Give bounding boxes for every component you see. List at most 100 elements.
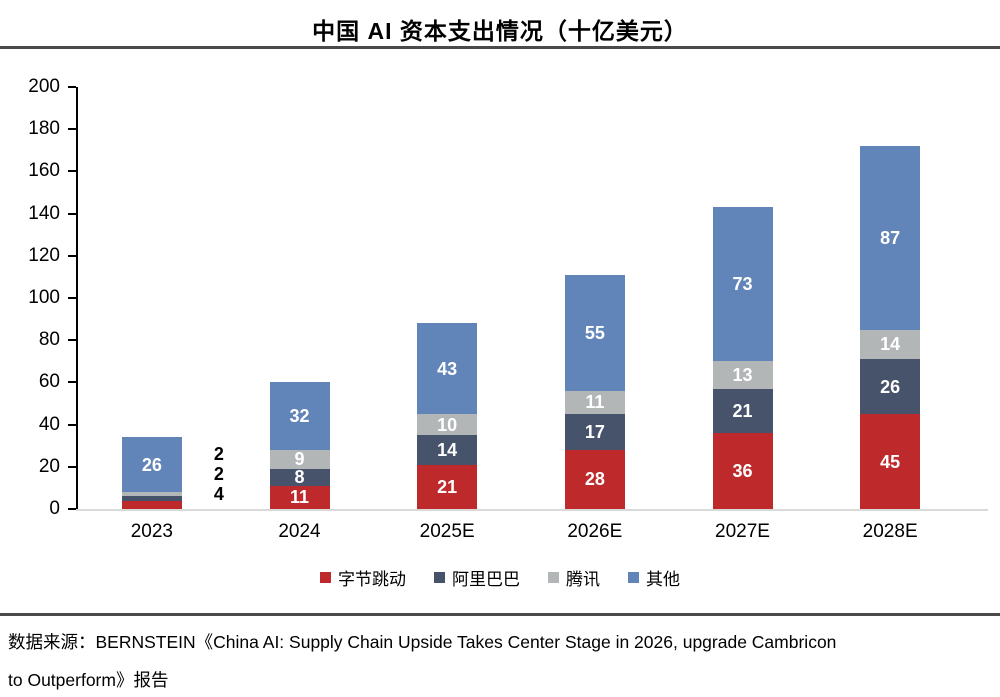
y-axis-tick-label: 40 [38, 413, 60, 435]
bar-segment [121, 496, 182, 501]
bar-segment: 26 [860, 359, 921, 415]
y-axis-tick [68, 254, 76, 257]
x-axis-label: 2025E [419, 521, 475, 542]
y-axis-tick [68, 465, 76, 468]
bar-group-2024: 11 8 9 32 [269, 382, 330, 509]
source-line-2: to Outperform》报告 [8, 670, 169, 690]
y-axis-tick [68, 128, 76, 131]
legend-swatch [628, 572, 639, 583]
bar-value-label: 45 [880, 451, 901, 472]
bar-segment: 10 [417, 414, 478, 436]
bar-value-label: 26 [141, 454, 162, 475]
bar-value-label: 26 [880, 376, 901, 397]
legend-item: 腾讯 [548, 565, 600, 590]
x-axis-label: 2023 [130, 521, 173, 542]
x-axis-label: 2024 [278, 521, 321, 542]
legend-label: 其他 [646, 570, 680, 589]
y-axis-tick-label: 100 [28, 287, 60, 308]
y-axis-tick [68, 381, 76, 384]
bar-segment [121, 492, 182, 497]
bar-group-2023: 26 [121, 437, 182, 509]
y-axis-tick [68, 508, 76, 510]
outside-value-label: 2 [213, 444, 224, 464]
bar-segment: 55 [564, 274, 625, 391]
legend-label: 腾讯 [566, 570, 600, 589]
bar-value-label: 43 [437, 358, 458, 379]
y-axis-tick [68, 170, 76, 173]
bar-value-label: 11 [289, 487, 310, 508]
bar-segment: 45 [860, 414, 921, 509]
bar-value-label: 17 [584, 421, 605, 442]
x-axis-label: 2026E [567, 521, 623, 542]
x-axis-label: 2027E [715, 521, 770, 542]
y-axis-tick-label: 160 [28, 160, 60, 182]
outside-value-label: 2 [213, 464, 224, 484]
page-title: 中国 AI 资本支出情况（十亿美元） [312, 18, 688, 44]
source-note: 数据来源：BERNSTEIN《China AI: Supply Chain Up… [0, 613, 1000, 697]
bar-group-2026E: 28 17 11 55 [564, 274, 625, 509]
y-axis-tick [68, 423, 76, 426]
legend-item: 阿里巴巴 [434, 565, 520, 590]
bar-value-label: 21 [732, 400, 753, 421]
bar-value-label: 10 [437, 414, 458, 435]
y-axis-tick [68, 339, 76, 342]
x-axis-label: 2028E [862, 521, 918, 542]
legend-item: 字节跳动 [320, 565, 406, 590]
legend-swatch [320, 572, 331, 583]
chart-area: 0 20 40 60 80 100 120 140 160 180 200 26 2 2 4 2023 11 8 9… [0, 49, 1000, 613]
y-axis-tick-label: 140 [28, 202, 60, 224]
bar-segment: 73 [712, 207, 773, 362]
bar-group-2025E: 21 14 10 43 [417, 323, 478, 509]
source-line-1: 数据来源：BERNSTEIN《China AI: Supply Chain Up… [8, 632, 837, 652]
bar-value-label: 55 [584, 322, 605, 343]
bar-value-label: 11 [585, 392, 605, 413]
chart-header: 中国 AI 资本支出情况（十亿美元） [0, 0, 1000, 49]
y-axis-tick-label: 60 [38, 371, 60, 393]
y-axis-tick-label: 20 [38, 455, 60, 477]
bar-value-label: 36 [732, 461, 753, 482]
bar-segment: 8 [269, 467, 330, 488]
bar-segment: 21 [417, 464, 478, 509]
bar-segment [121, 500, 182, 509]
bar-value-label: 28 [584, 469, 605, 490]
y-axis-tick-label: 180 [28, 118, 60, 140]
y-axis-tick-label: 120 [28, 244, 60, 266]
y-axis-tick [68, 86, 76, 88]
plot-area: 0 20 40 60 80 100 120 140 160 180 200 26 2 2 4 2023 11 8 9… [28, 76, 988, 542]
bar-value-label: 14 [880, 334, 901, 355]
y-axis-tick-label: 0 [49, 498, 60, 519]
bar-segment: 32 [269, 382, 330, 450]
legend-swatch [548, 572, 559, 583]
y-axis-tick-label: 200 [28, 76, 60, 97]
bar-group-2028E: 45 26 14 87 [860, 146, 921, 509]
x-axis-baseline [76, 509, 988, 511]
bar-segment: 36 [712, 433, 773, 509]
bar-value-label: 14 [437, 439, 458, 460]
legend-label: 阿里巴巴 [452, 570, 520, 589]
bar-value-label: 13 [732, 365, 753, 386]
bar-segment: 14 [417, 435, 478, 465]
bar-segment: 9 [269, 449, 330, 469]
bar-segment: 43 [417, 323, 478, 415]
legend-item: 其他 [628, 565, 680, 590]
bar-segment: 28 [564, 449, 625, 509]
outside-value-label: 4 [213, 484, 224, 504]
bar-value-label: 8 [294, 467, 305, 488]
y-axis-tick-label: 80 [38, 329, 60, 351]
legend-swatch [434, 572, 445, 583]
bar-segment: 17 [564, 414, 625, 450]
bar-segment: 13 [712, 361, 773, 389]
y-axis-tick [68, 212, 76, 215]
bar-segment: 21 [712, 388, 773, 434]
bar-value-label: 32 [289, 406, 310, 427]
bar-value-label: 73 [732, 274, 753, 295]
bar-segment: 87 [860, 146, 921, 330]
bar-segment: 11 [564, 390, 625, 415]
legend-label: 字节跳动 [338, 570, 406, 589]
bar-group-2027E: 36 21 13 73 [712, 207, 773, 509]
bar-segment: 14 [860, 329, 921, 360]
bar-value-label: 87 [880, 227, 901, 248]
bar-segment: 26 [121, 437, 182, 493]
bar-value-label: 21 [437, 476, 458, 497]
